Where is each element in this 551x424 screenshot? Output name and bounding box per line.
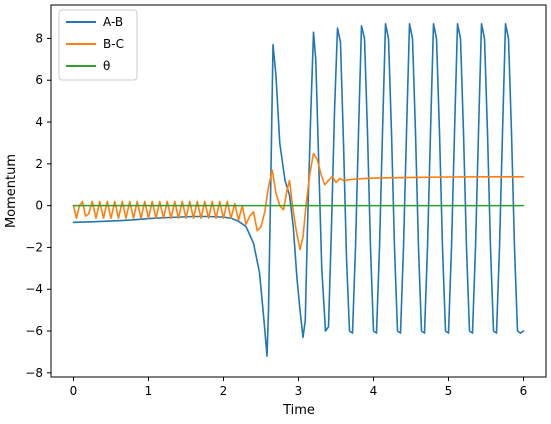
- y-tick-label: 0: [35, 199, 43, 213]
- y-tick-label: −2: [25, 240, 43, 254]
- x-tick-label: 6: [520, 384, 528, 398]
- y-tick-label: 6: [35, 73, 43, 87]
- legend: A-B B-C θ: [58, 9, 138, 81]
- legend-box: [58, 9, 138, 81]
- x-ticks: 0 1 2 3 4 5 6: [70, 377, 528, 398]
- x-tick-label: 4: [370, 384, 378, 398]
- x-tick-label: 3: [295, 384, 303, 398]
- series-line-b-c: [72, 152, 525, 251]
- y-axis-label: Momentum: [4, 154, 19, 228]
- legend-label-b-c: B-C: [103, 37, 124, 51]
- x-tick-label: 2: [220, 384, 228, 398]
- y-tick-label: −8: [25, 366, 43, 380]
- y-tick-label: 8: [35, 31, 43, 45]
- legend-label-theta: θ: [103, 59, 110, 73]
- y-tick-label: −6: [25, 324, 43, 338]
- y-tick-label: 4: [35, 115, 43, 129]
- y-tick-label: 2: [35, 157, 43, 171]
- y-tick-label: −4: [25, 282, 43, 296]
- x-tick-label: 1: [145, 384, 153, 398]
- x-tick-label: 5: [445, 384, 453, 398]
- series-layer: [72, 23, 525, 357]
- y-ticks: −8 −6 −4 −2 0 2 4 6 8: [25, 31, 51, 380]
- series-line-a-b: [72, 23, 525, 357]
- legend-label-a-b: A-B: [103, 15, 123, 29]
- x-tick-label: 0: [70, 384, 78, 398]
- x-axis-label: Time: [282, 403, 315, 418]
